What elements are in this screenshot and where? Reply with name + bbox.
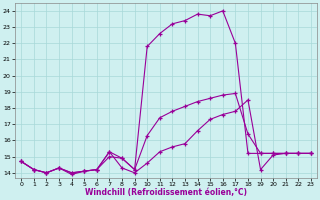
X-axis label: Windchill (Refroidissement éolien,°C): Windchill (Refroidissement éolien,°C) [85,188,247,197]
